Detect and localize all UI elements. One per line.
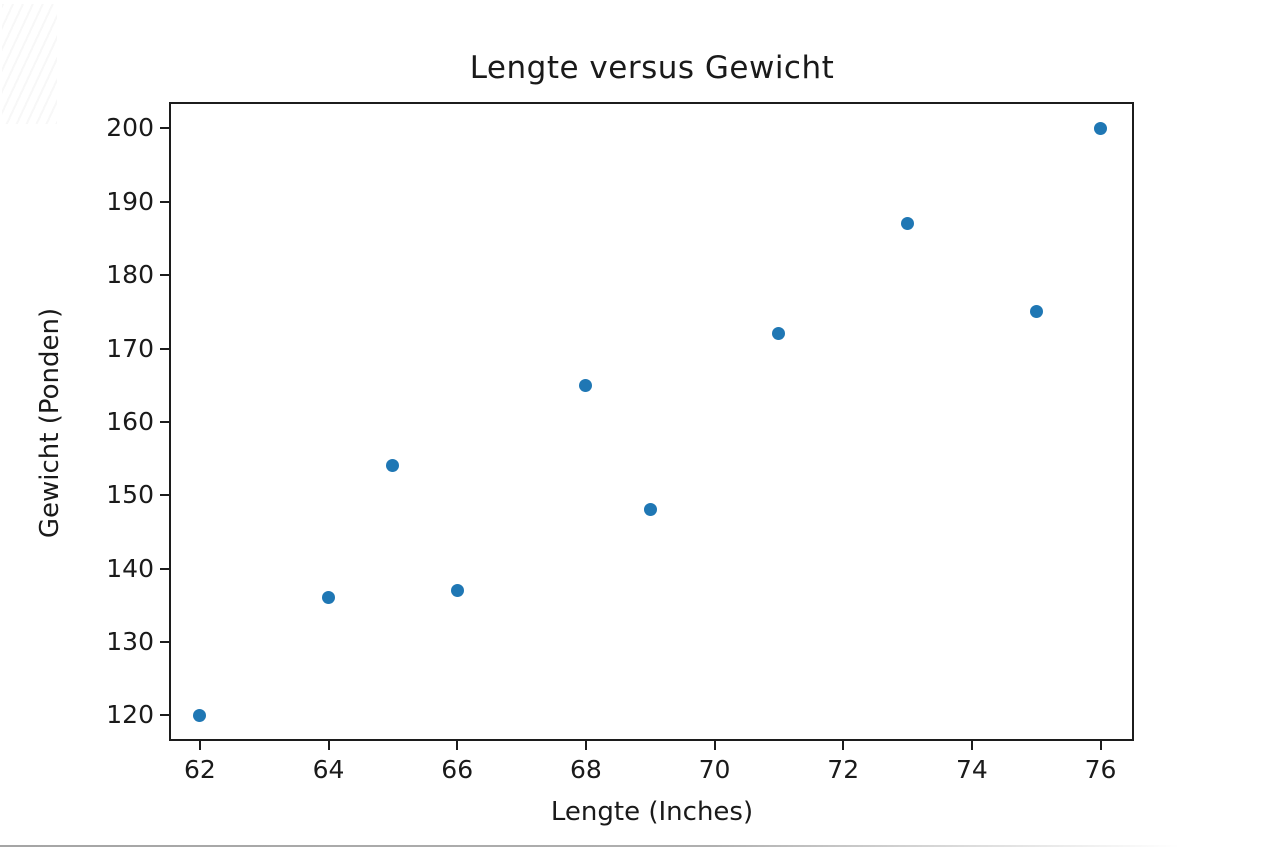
x-tick-label: 64: [312, 755, 345, 784]
x-axis-label: Lengte (Inches): [550, 797, 754, 827]
y-tick-label: 200: [106, 113, 154, 143]
x-tick-mark: [713, 741, 716, 750]
scatter-point: [1094, 121, 1108, 135]
scatter-point: [772, 327, 786, 341]
scatter-point: [901, 217, 915, 231]
y-tick-label: 120: [106, 700, 154, 730]
x-tick-mark: [327, 741, 330, 750]
y-tick-mark: [160, 200, 169, 203]
y-tick-label: 140: [106, 553, 154, 583]
y-tick-label: 160: [106, 406, 154, 436]
scatter-point: [450, 584, 464, 598]
scan-artifact-bottom-edge: [0, 845, 1180, 847]
y-tick-label: 170: [106, 333, 154, 363]
x-tick-mark: [842, 741, 845, 750]
scatter-point: [643, 503, 657, 517]
y-tick-mark: [160, 567, 169, 570]
y-tick-mark: [160, 494, 169, 497]
x-tick-mark: [1099, 741, 1102, 750]
y-tick-label: 150: [106, 480, 154, 510]
scatter-point: [579, 378, 593, 392]
y-tick-mark: [160, 714, 169, 717]
scatter-point: [322, 591, 336, 605]
y-tick-mark: [160, 127, 169, 130]
x-tick-label: 62: [183, 755, 216, 784]
scatter-point: [386, 459, 400, 473]
x-tick-mark: [456, 741, 459, 750]
y-tick-mark: [160, 420, 169, 423]
scatter-point: [1029, 305, 1043, 319]
x-tick-mark: [584, 741, 587, 750]
x-tick-mark: [198, 741, 201, 750]
plot-area: [169, 102, 1134, 741]
chart-title: Lengte versus Gewicht: [469, 50, 835, 86]
x-tick-label: 68: [569, 755, 602, 784]
y-tick-mark: [160, 347, 169, 350]
x-tick-mark: [970, 741, 973, 750]
x-tick-label: 76: [1084, 755, 1117, 784]
y-tick-label: 130: [106, 626, 154, 656]
y-tick-mark: [160, 640, 169, 643]
y-tick-label: 180: [106, 260, 154, 290]
scan-artifact-top-left: [2, 4, 57, 124]
y-tick-mark: [160, 274, 169, 277]
x-tick-label: 70: [698, 755, 731, 784]
y-tick-label: 190: [106, 186, 154, 216]
x-tick-label: 74: [955, 755, 988, 784]
x-tick-label: 66: [441, 755, 474, 784]
scatter-point: [193, 708, 207, 722]
x-tick-label: 72: [827, 755, 860, 784]
y-axis-label: Gewicht (Ponden): [35, 307, 65, 539]
